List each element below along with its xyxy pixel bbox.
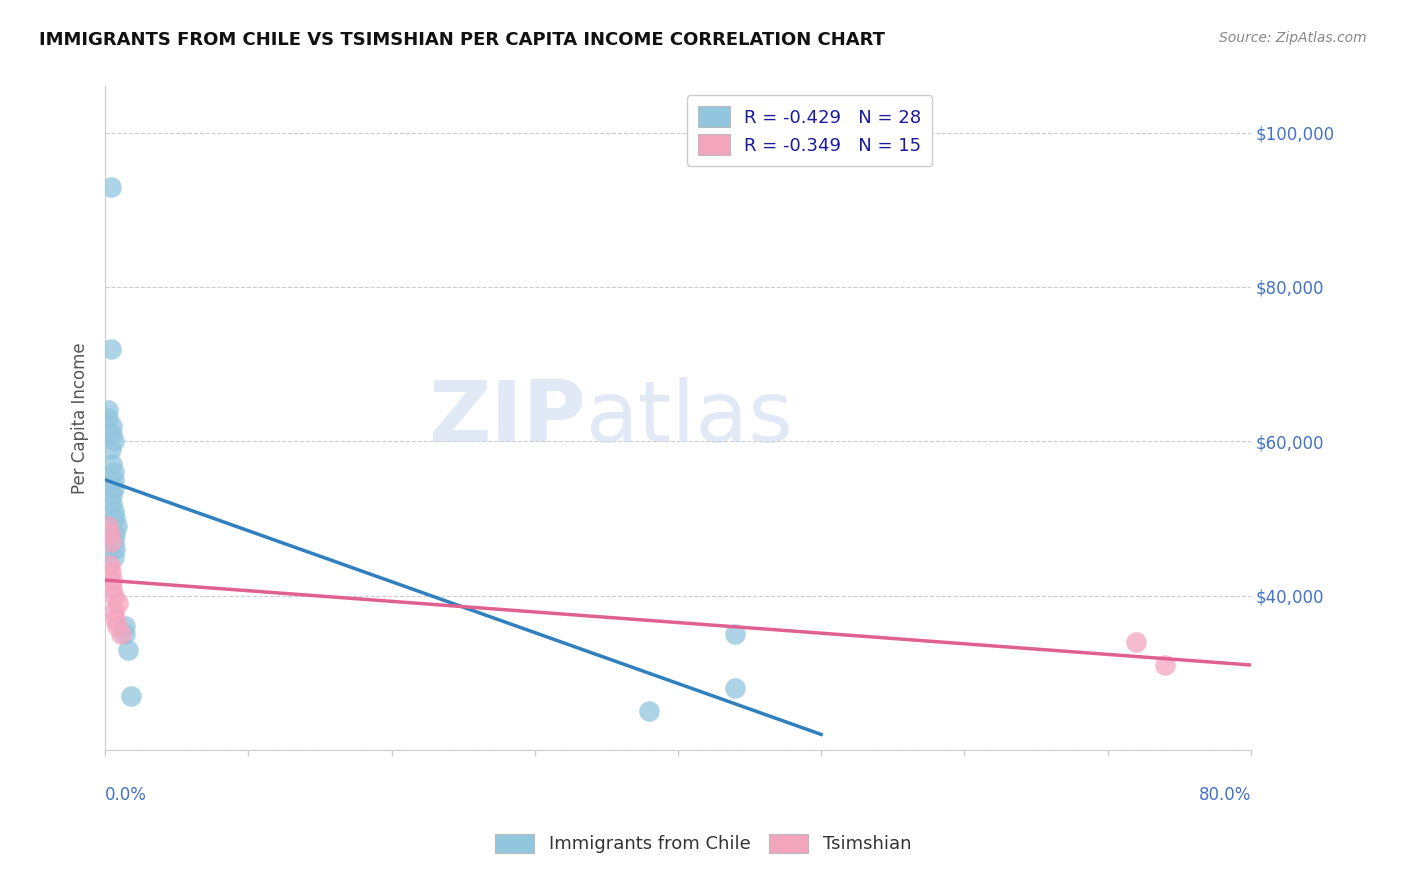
Point bbox=[104, 612, 127, 626]
Point bbox=[103, 434, 125, 449]
Text: atlas: atlas bbox=[586, 376, 794, 459]
Point bbox=[103, 549, 125, 564]
Text: IMMIGRANTS FROM CHILE VS TSIMSHIAN PER CAPITA INCOME CORRELATION CHART: IMMIGRANTS FROM CHILE VS TSIMSHIAN PER C… bbox=[39, 31, 886, 49]
Point bbox=[724, 681, 747, 695]
Point bbox=[103, 481, 125, 495]
Text: Source: ZipAtlas.com: Source: ZipAtlas.com bbox=[1219, 31, 1367, 45]
Point bbox=[103, 589, 125, 603]
Point bbox=[100, 566, 122, 580]
Point bbox=[120, 689, 142, 703]
Point bbox=[100, 179, 122, 194]
Text: 0.0%: 0.0% bbox=[105, 787, 148, 805]
Y-axis label: Per Capita Income: Per Capita Income bbox=[72, 343, 89, 494]
Point bbox=[101, 496, 124, 510]
Point bbox=[724, 627, 747, 641]
Point bbox=[98, 558, 121, 572]
Point bbox=[103, 504, 125, 518]
Point bbox=[101, 418, 124, 433]
Point bbox=[1153, 658, 1175, 673]
Text: 80.0%: 80.0% bbox=[1198, 787, 1251, 805]
Point bbox=[114, 619, 136, 633]
Point bbox=[103, 465, 125, 479]
Point bbox=[104, 542, 127, 557]
Point bbox=[103, 534, 125, 549]
Point bbox=[105, 519, 128, 533]
Point bbox=[101, 573, 124, 587]
Point bbox=[100, 342, 122, 356]
Point bbox=[117, 642, 139, 657]
Point bbox=[105, 619, 128, 633]
Point bbox=[97, 411, 120, 425]
Point bbox=[114, 627, 136, 641]
Point bbox=[101, 488, 124, 502]
Point bbox=[1125, 635, 1147, 649]
Point bbox=[100, 534, 122, 549]
Point bbox=[97, 403, 120, 417]
Point bbox=[103, 473, 125, 487]
Point bbox=[107, 596, 129, 610]
Legend: R = -0.429   N = 28, R = -0.349   N = 15: R = -0.429 N = 28, R = -0.349 N = 15 bbox=[686, 95, 932, 166]
Point bbox=[104, 511, 127, 525]
Legend: Immigrants from Chile, Tsimshian: Immigrants from Chile, Tsimshian bbox=[488, 826, 918, 861]
Point bbox=[101, 581, 124, 595]
Point bbox=[104, 526, 127, 541]
Point bbox=[638, 704, 661, 718]
Point bbox=[101, 458, 124, 472]
Text: ZIP: ZIP bbox=[429, 376, 586, 459]
Point bbox=[101, 426, 124, 441]
Point bbox=[100, 442, 122, 456]
Point bbox=[97, 519, 120, 533]
Point bbox=[110, 627, 132, 641]
Point bbox=[103, 604, 125, 618]
Point bbox=[98, 526, 121, 541]
